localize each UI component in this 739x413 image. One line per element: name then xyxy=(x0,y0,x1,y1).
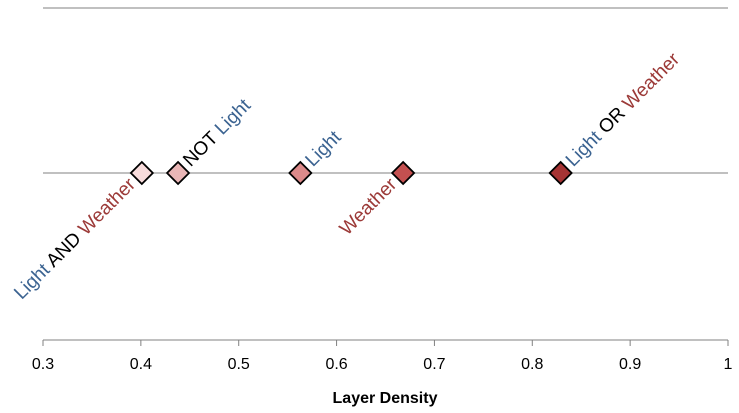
point-label-part-weather: Weather xyxy=(75,174,141,240)
point-label: Light OR Weather xyxy=(562,48,685,171)
x-ticks xyxy=(42,340,729,346)
point-label-part-weather: Weather xyxy=(619,48,685,114)
x-axis-title: Layer Density xyxy=(333,390,438,407)
point-label-part-light: Light xyxy=(302,127,346,171)
data-marker-diamond xyxy=(288,160,313,186)
data-marker-diamond xyxy=(165,160,191,186)
data-marker-diamond xyxy=(390,160,416,186)
x-tick-label: 1 xyxy=(724,356,733,373)
x-tick-label: 0.5 xyxy=(228,356,250,373)
x-tick-label: 0.8 xyxy=(521,356,543,373)
point-label: Light AND Weather xyxy=(10,174,140,304)
data-marker-diamond xyxy=(548,160,573,186)
x-tick-label: 0.6 xyxy=(325,356,347,373)
point-label: Light xyxy=(302,127,346,171)
data-markers xyxy=(129,160,573,186)
gridlines xyxy=(43,7,728,174)
x-tick-label: 0.7 xyxy=(423,356,445,373)
x-tick-labels: 0.3 0.4 0.5 0.6 0.7 0.8 0.9 1 xyxy=(32,356,733,373)
point-label: NOT Light xyxy=(179,95,255,171)
x-tick-label: 0.9 xyxy=(619,356,641,373)
data-marker-diamond xyxy=(129,160,155,186)
x-tick-label: 0.3 xyxy=(32,356,54,373)
x-tick-label: 0.4 xyxy=(130,356,152,373)
point-label-part-weather: Weather xyxy=(336,174,402,240)
point-label: Weather xyxy=(336,174,402,240)
